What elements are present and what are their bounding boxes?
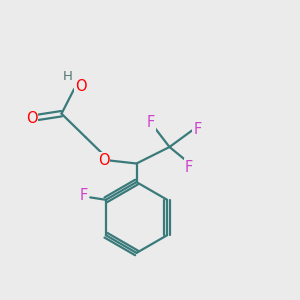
Text: O: O (26, 111, 37, 126)
Text: O: O (75, 79, 86, 94)
Text: H: H (63, 70, 72, 83)
Text: O: O (98, 153, 109, 168)
Text: F: F (193, 122, 202, 136)
Text: F: F (80, 188, 88, 203)
Text: F: F (185, 160, 193, 175)
Text: F: F (147, 115, 155, 130)
